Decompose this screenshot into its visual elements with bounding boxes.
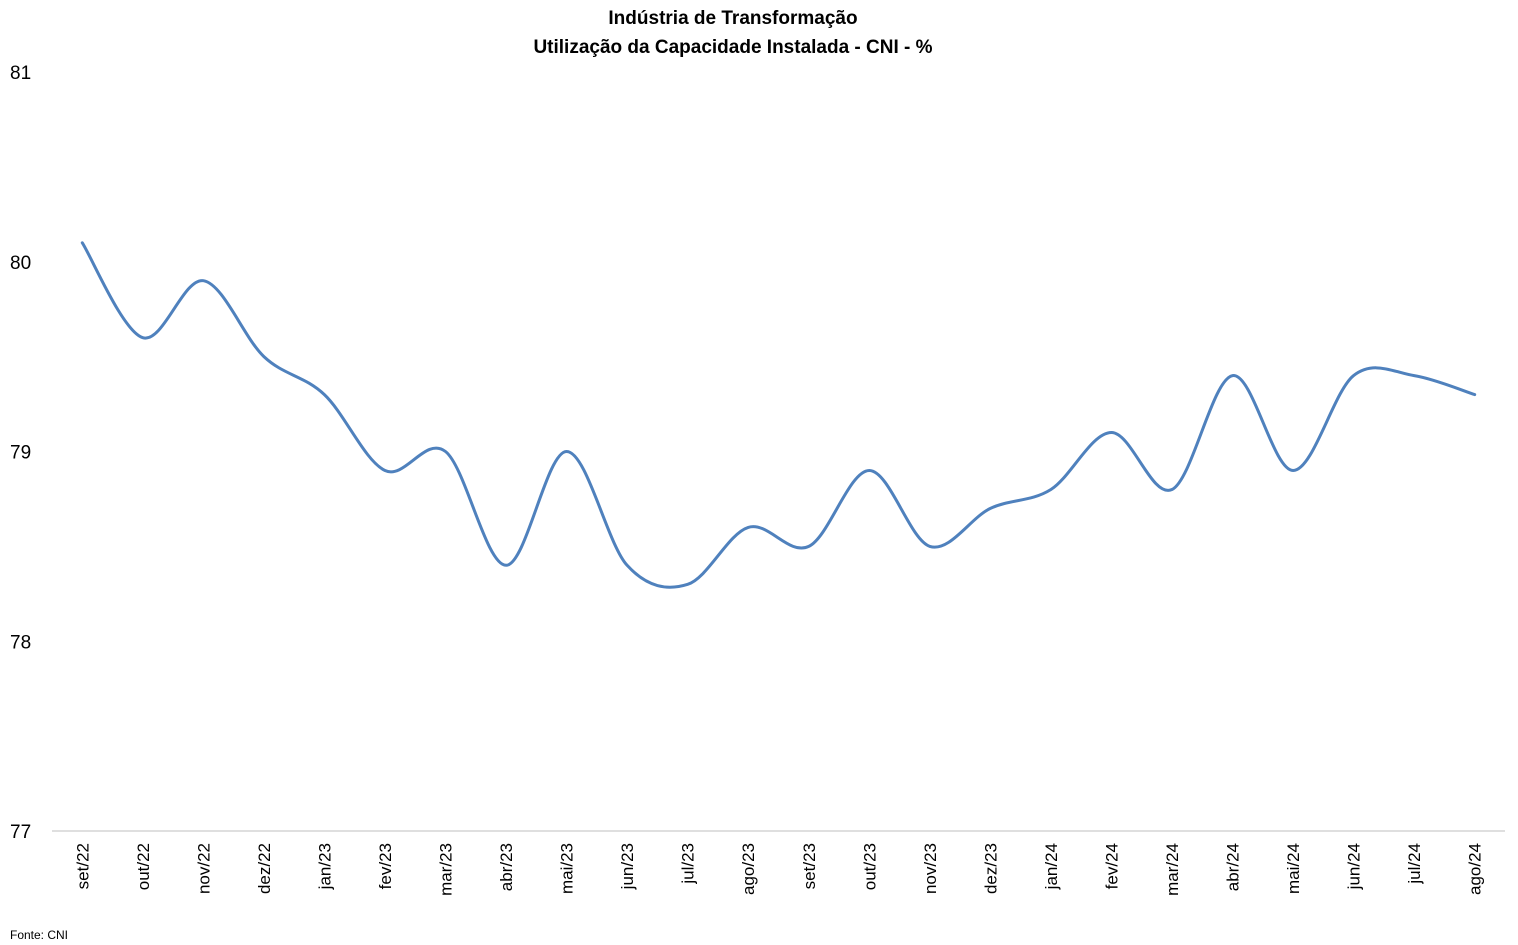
data-point (868, 469, 871, 472)
x-tick-label: jul/23 (679, 843, 698, 885)
data-point (262, 355, 265, 358)
y-tick-label: 77 (10, 822, 31, 843)
data-point (686, 583, 689, 586)
y-tick-label: 81 (10, 63, 31, 84)
chart-title: Indústria de Transformação (608, 8, 857, 29)
x-tick-label: set/22 (73, 843, 92, 889)
y-tick-label: 79 (10, 443, 31, 464)
x-tick-label: mai/23 (558, 843, 577, 894)
data-point (202, 279, 205, 282)
series-line (80, 241, 1477, 589)
x-tick-label: nov/22 (194, 843, 213, 894)
x-tick-label: out/22 (134, 843, 153, 890)
x-tick-label: jul/24 (1405, 843, 1424, 885)
data-point (505, 564, 508, 567)
y-tick-label: 80 (10, 253, 31, 274)
x-axis: set/22 out/22 nov/22 dez/22 jan/23 fev/23 mar/… (73, 843, 1484, 896)
data-point (141, 336, 144, 339)
x-tick-label: mar/23 (437, 843, 456, 896)
x-tick-label: set/23 (800, 843, 819, 889)
data-point (81, 241, 84, 244)
data-point (1049, 488, 1052, 491)
data-point (1292, 469, 1295, 472)
source-note: Fonte: CNI (10, 928, 69, 942)
y-tick-label: 78 (10, 632, 31, 653)
x-tick-label: dez/23 (981, 843, 1000, 894)
data-point (323, 393, 326, 396)
data-point (383, 469, 386, 472)
x-tick-label: nov/23 (921, 843, 940, 894)
x-tick-label: mai/24 (1284, 843, 1303, 894)
data-point (444, 450, 447, 453)
x-tick-label: abr/24 (1224, 843, 1243, 891)
data-points (81, 241, 1476, 586)
y-axis: 77 78 79 80 81 (10, 63, 31, 843)
data-point (565, 450, 568, 453)
x-tick-label: jun/23 (618, 843, 637, 890)
data-point (807, 545, 810, 548)
x-tick-label: fev/23 (376, 843, 395, 889)
x-tick-label: fev/24 (1102, 843, 1121, 889)
data-point (626, 564, 629, 567)
data-point (1171, 488, 1174, 491)
data-point (1352, 374, 1355, 377)
x-tick-label: out/23 (860, 843, 879, 890)
data-point (989, 507, 992, 510)
data-point (747, 526, 750, 529)
data-point (1413, 374, 1416, 377)
x-tick-label: dez/22 (255, 843, 274, 894)
x-tick-label: jan/24 (1042, 843, 1061, 890)
data-point (928, 545, 931, 548)
x-tick-label: abr/23 (497, 843, 516, 891)
x-tick-label: ago/23 (739, 843, 758, 895)
x-tick-label: mar/24 (1163, 843, 1182, 896)
data-point (1231, 374, 1234, 377)
data-point (1110, 431, 1113, 434)
x-tick-label: jan/23 (315, 843, 334, 890)
chart-subtitle: Utilização da Capacidade Instalada - CNI… (533, 37, 932, 58)
data-point (1473, 393, 1476, 396)
x-tick-label: jun/24 (1345, 843, 1364, 890)
x-tick-label: ago/24 (1466, 843, 1485, 895)
